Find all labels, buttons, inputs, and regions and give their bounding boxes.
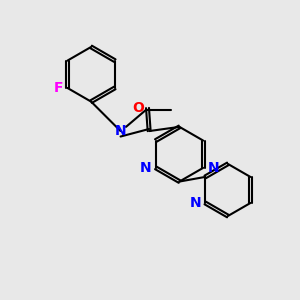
Text: F: F <box>54 81 63 95</box>
Text: O: O <box>132 101 144 115</box>
Text: N: N <box>207 161 219 175</box>
Text: N: N <box>140 161 152 175</box>
Text: N: N <box>115 124 126 138</box>
Text: N: N <box>189 196 201 210</box>
